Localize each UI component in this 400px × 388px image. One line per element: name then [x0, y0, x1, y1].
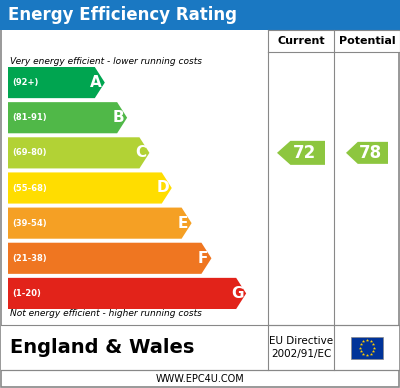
Text: Very energy efficient - lower running costs: Very energy efficient - lower running co…: [10, 57, 202, 66]
Text: (69-80): (69-80): [12, 148, 46, 158]
Text: 2002/91/EC: 2002/91/EC: [271, 350, 331, 360]
Polygon shape: [8, 278, 246, 309]
Polygon shape: [8, 243, 212, 274]
Text: Potential: Potential: [339, 36, 395, 46]
Text: (55-68): (55-68): [12, 184, 47, 192]
Text: F: F: [197, 251, 208, 266]
Text: Current: Current: [277, 36, 325, 46]
Text: G: G: [231, 286, 244, 301]
Polygon shape: [8, 102, 127, 133]
Polygon shape: [8, 137, 150, 168]
Text: (1-20): (1-20): [12, 289, 41, 298]
Bar: [268, 30, 400, 52]
Polygon shape: [277, 141, 325, 165]
Text: (39-54): (39-54): [12, 219, 47, 228]
Text: (81-91): (81-91): [12, 113, 47, 122]
Text: 72: 72: [293, 144, 316, 162]
Bar: [1, 325, 399, 370]
Text: D: D: [156, 180, 169, 196]
Polygon shape: [8, 172, 172, 204]
Text: WWW.EPC4U.COM: WWW.EPC4U.COM: [156, 374, 244, 384]
Text: EU Directive: EU Directive: [269, 336, 333, 345]
Text: (92+): (92+): [12, 78, 38, 87]
Text: B: B: [112, 110, 124, 125]
Text: 78: 78: [359, 144, 382, 162]
Polygon shape: [8, 208, 192, 239]
Text: Not energy efficient - higher running costs: Not energy efficient - higher running co…: [10, 308, 202, 317]
Text: E: E: [178, 216, 188, 230]
Text: Energy Efficiency Rating: Energy Efficiency Rating: [8, 6, 237, 24]
Polygon shape: [8, 67, 105, 98]
Text: C: C: [135, 146, 146, 160]
Text: England & Wales: England & Wales: [10, 338, 194, 357]
Text: A: A: [90, 75, 102, 90]
Polygon shape: [346, 142, 388, 164]
Bar: [351, 336, 383, 359]
Bar: [0, 0, 400, 30]
Text: (21-38): (21-38): [12, 254, 47, 263]
